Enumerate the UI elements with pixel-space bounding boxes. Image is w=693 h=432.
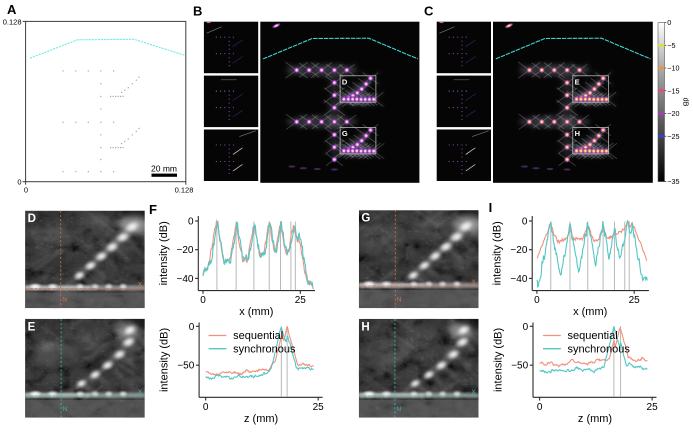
svg-text:20 mm: 20 mm [151, 164, 177, 174]
svg-text:D: D [28, 213, 36, 225]
svg-text:F: F [149, 202, 157, 217]
svg-text:−50: −50 [177, 361, 194, 372]
svg-text:−5: −5 [667, 41, 675, 50]
svg-text:−10: −10 [667, 64, 679, 73]
svg-text:N: N [62, 297, 67, 304]
svg-text:0: 0 [523, 322, 529, 333]
svg-text:25: 25 [313, 402, 325, 413]
svg-text:X: X [472, 389, 477, 396]
svg-text:−20: −20 [177, 245, 194, 256]
svg-text:−35: −35 [667, 177, 679, 186]
svg-text:X: X [138, 282, 143, 289]
svg-text:intensity (dB): intensity (dB) [493, 328, 505, 392]
svg-text:0: 0 [537, 402, 543, 413]
svg-text:z (mm): z (mm) [244, 413, 278, 425]
svg-text:x (mm): x (mm) [239, 306, 273, 318]
svg-text:0: 0 [522, 217, 528, 228]
svg-text:−50: −50 [511, 361, 528, 372]
svg-text:H: H [575, 129, 580, 138]
svg-text:−40: −40 [510, 274, 527, 285]
svg-text:0.128: 0.128 [3, 17, 22, 26]
svg-text:0: 0 [189, 322, 195, 333]
svg-text:E: E [28, 321, 36, 333]
svg-text:I: I [489, 200, 493, 215]
svg-text:intensity (dB): intensity (dB) [492, 221, 504, 285]
svg-text:G: G [361, 213, 370, 225]
svg-text:0: 0 [24, 186, 28, 195]
svg-text:N: N [396, 406, 401, 413]
svg-text:A: A [7, 2, 17, 17]
svg-text:dB: dB [682, 98, 691, 107]
svg-text:N: N [397, 297, 402, 304]
svg-text:0: 0 [188, 217, 194, 228]
svg-text:G: G [342, 129, 348, 138]
svg-text:B: B [193, 4, 202, 19]
svg-text:0: 0 [534, 295, 540, 306]
svg-text:synchronous: synchronous [568, 343, 631, 355]
svg-text:X: X [472, 279, 477, 286]
svg-text:x (mm): x (mm) [573, 306, 607, 318]
svg-text:E: E [575, 77, 580, 86]
svg-text:0: 0 [203, 402, 209, 413]
svg-text:sequential: sequential [568, 330, 618, 342]
svg-text:0: 0 [17, 177, 21, 186]
svg-text:X: X [138, 389, 143, 396]
svg-text:intensity (dB): intensity (dB) [158, 221, 170, 285]
svg-text:−25: −25 [667, 132, 679, 141]
svg-text:sequential: sequential [233, 330, 283, 342]
svg-text:C: C [424, 4, 434, 19]
svg-text:−15: −15 [667, 86, 679, 95]
svg-text:intensity (dB): intensity (dB) [159, 328, 171, 392]
svg-text:0: 0 [667, 18, 671, 27]
svg-text:0: 0 [200, 295, 206, 306]
svg-text:z (mm): z (mm) [578, 413, 612, 425]
svg-text:−20: −20 [510, 245, 527, 256]
svg-text:0.128: 0.128 [175, 186, 194, 195]
svg-text:synchronous: synchronous [233, 343, 296, 355]
svg-text:25: 25 [647, 402, 659, 413]
svg-text:−40: −40 [177, 274, 194, 285]
svg-text:25: 25 [295, 295, 307, 306]
svg-text:D: D [342, 77, 348, 86]
svg-text:H: H [361, 321, 369, 333]
svg-text:25: 25 [629, 295, 641, 306]
svg-text:N: N [63, 406, 68, 413]
svg-text:−20: −20 [667, 109, 679, 118]
